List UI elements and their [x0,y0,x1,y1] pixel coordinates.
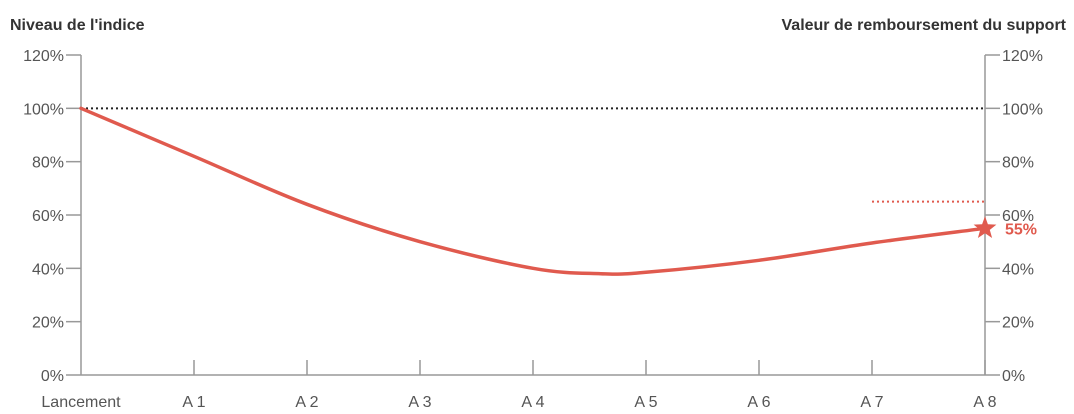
ticks: 0% 0% 20% 20% 40% 40% 60% 60% 80% 80% 100% 100% 120%… [23,48,1043,411]
axes [80,55,986,376]
x-tick-label: A 1 [182,394,205,411]
left-y-tick-label: 40% [32,261,64,278]
left-y-tick-label: 80% [32,155,64,172]
right-y-tick-label: 40% [1002,261,1034,278]
final-value-label: 55% [1005,221,1037,238]
left-y-tick-label: 0% [41,368,64,385]
x-tick-label: Lancement [41,394,121,411]
left-y-tick-label: 100% [23,101,64,118]
right-axis-title: Valeur de remboursement du support [782,17,1067,34]
left-y-tick-label: 60% [32,208,64,225]
x-tick-label: A 5 [634,394,657,411]
right-y-tick-label: 120% [1002,48,1043,65]
left-y-tick-label: 20% [32,315,64,332]
lines [79,106,987,276]
left-axis-title: Niveau de l'indice [10,17,145,34]
x-tick-label: A 2 [295,394,318,411]
right-y-tick-label: 80% [1002,155,1034,172]
right-y-tick-label: 60% [1002,208,1034,225]
right-y-tick-label: 20% [1002,315,1034,332]
x-tick-label: A 6 [747,394,770,411]
x-tick-label: A 3 [408,394,431,411]
right-y-tick-label: 0% [1002,368,1025,385]
x-tick-label: A 8 [973,394,996,411]
marks: 55% [973,216,1037,238]
final-value-star-icon [973,216,997,238]
index-series-line [79,106,987,276]
x-tick-label: A 7 [860,394,883,411]
x-tick-label: A 4 [521,394,544,411]
right-y-tick-label: 100% [1002,101,1043,118]
left-y-tick-label: 120% [23,48,64,65]
